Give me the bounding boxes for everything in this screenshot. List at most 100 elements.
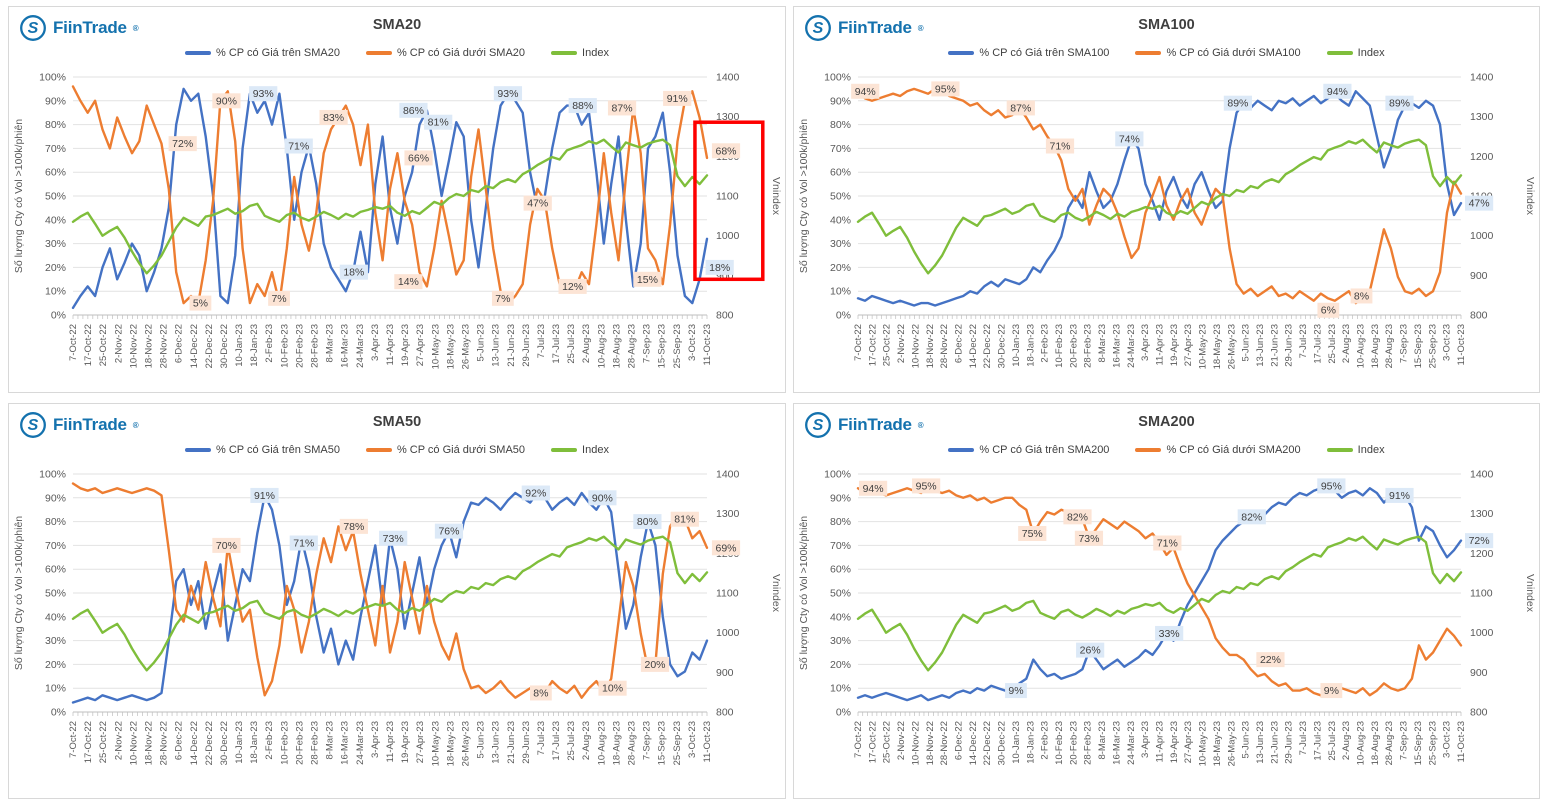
svg-text:10-Nov-22: 10-Nov-22	[910, 721, 921, 765]
svg-text:50%: 50%	[45, 588, 66, 600]
svg-text:13-Jun-23: 13-Jun-23	[491, 721, 502, 764]
svg-text:3-Oct-23: 3-Oct-23	[687, 721, 698, 758]
series-line-index	[71, 138, 709, 275]
svg-text:0%: 0%	[51, 310, 66, 322]
chart-canvas-sma50: 100% 90% 80% 70% 60% 50% 40% 30% 20% 10% 0% 1400 130…	[13, 469, 782, 767]
svg-text:13-Jun-23: 13-Jun-23	[491, 324, 502, 367]
svg-text:26-May-23: 26-May-23	[1226, 721, 1237, 766]
svg-text:15-Sep-23: 15-Sep-23	[657, 324, 668, 368]
svg-text:18-Jan-23: 18-Jan-23	[249, 324, 260, 367]
legend-label-above: % CP có Giá trên SMA50	[216, 444, 340, 456]
svg-text:86%: 86%	[403, 105, 424, 117]
brand-name: FiinTrade	[53, 415, 127, 434]
svg-text:25-Oct-22: 25-Oct-22	[882, 324, 893, 366]
svg-text:6-Dec-22: 6-Dec-22	[954, 721, 965, 760]
x-axis-date-labels: 7-Oct-22 17-Oct-22 25-Oct-22 2-Nov-22 10-Nov…	[68, 721, 713, 766]
svg-text:10-Feb-23: 10-Feb-23	[1054, 324, 1065, 368]
legend-swatch-index-icon	[1326, 448, 1353, 452]
svg-text:30%: 30%	[45, 238, 66, 250]
point-label-box	[912, 478, 941, 494]
point-label-box	[931, 81, 960, 97]
svg-text:18-Nov-22: 18-Nov-22	[925, 324, 936, 368]
right-axis-title: Vnindex	[1524, 177, 1536, 216]
svg-text:18-Jan-23: 18-Jan-23	[1025, 721, 1036, 764]
svg-text:74%: 74%	[1119, 133, 1140, 145]
svg-text:40%: 40%	[45, 611, 66, 623]
svg-text:91%: 91%	[667, 93, 688, 105]
point-label-box	[529, 685, 552, 701]
svg-text:2-Feb-23: 2-Feb-23	[264, 721, 275, 760]
legend-swatch-below-icon	[1135, 448, 1162, 452]
fiintrade-logo: S FiinTrade ®	[804, 411, 924, 439]
point-label-box	[1464, 533, 1494, 549]
point-label-box	[1256, 652, 1285, 668]
point-label-box	[404, 150, 433, 166]
svg-text:24-Mar-23: 24-Mar-23	[355, 721, 366, 765]
svg-text:70%: 70%	[216, 540, 237, 552]
point-label-box	[339, 518, 368, 534]
point-label-box	[1155, 625, 1184, 641]
svg-text:10%: 10%	[45, 286, 66, 298]
svg-text:10-Aug-23: 10-Aug-23	[1356, 324, 1367, 368]
svg-text:10-Feb-23: 10-Feb-23	[279, 324, 290, 368]
legend-label-index: Index	[582, 47, 609, 59]
svg-text:7%: 7%	[271, 293, 286, 305]
svg-text:30%: 30%	[45, 635, 66, 647]
svg-text:17-Oct-22: 17-Oct-22	[83, 721, 94, 763]
brand-name: FiinTrade	[838, 18, 912, 37]
svg-text:14%: 14%	[398, 276, 419, 288]
axis-tick-labels: 100% 90% 80% 70% 60% 50% 40% 30% 20% 10% 0% 1400 130…	[39, 72, 739, 322]
legend-swatch-index-icon	[551, 448, 578, 452]
svg-text:26%: 26%	[1080, 645, 1101, 657]
chart-title-sma50: SMA50	[372, 414, 422, 430]
point-label-box	[189, 295, 212, 311]
point-label-box	[319, 109, 348, 125]
point-label-box	[598, 680, 627, 696]
legend-item-below: % CP có Giá dưới SMA100	[1135, 47, 1301, 59]
svg-text:14-Dec-22: 14-Dec-22	[968, 721, 979, 765]
svg-text:8-Mar-23: 8-Mar-23	[325, 324, 336, 363]
axis-tick-labels: 100% 90% 80% 70% 60% 50% 40% 30% 20% 10% 0% 1400 130…	[824, 72, 1493, 322]
svg-text:78%: 78%	[343, 521, 364, 533]
svg-text:47%: 47%	[1469, 198, 1490, 210]
point-label-box	[670, 511, 699, 527]
svg-text:S: S	[813, 417, 824, 434]
svg-text:19-Apr-23: 19-Apr-23	[400, 324, 411, 366]
point-label-box	[250, 487, 279, 503]
svg-text:11-Oct-23: 11-Oct-23	[1456, 324, 1467, 366]
svg-text:10-Jan-23: 10-Jan-23	[1011, 721, 1022, 764]
svg-text:10%: 10%	[830, 683, 851, 695]
point-label-box	[588, 490, 617, 506]
gridlines	[858, 473, 1461, 713]
svg-text:28-Aug-23: 28-Aug-23	[1384, 324, 1395, 368]
svg-text:81%: 81%	[428, 117, 449, 129]
right-axis-title: Vnindex	[770, 574, 782, 613]
svg-text:95%: 95%	[1321, 480, 1342, 492]
legend-item-index: Index	[551, 47, 609, 59]
svg-text:10%: 10%	[830, 286, 851, 298]
svg-text:19-Apr-23: 19-Apr-23	[400, 721, 411, 763]
point-label-box	[249, 86, 278, 102]
svg-text:25-Jul-23: 25-Jul-23	[566, 324, 577, 364]
svg-text:80%: 80%	[45, 516, 66, 528]
axis-tick-labels: 100% 90% 80% 70% 60% 50% 40% 30% 20% 10% 0% 1400 130…	[824, 469, 1493, 719]
point-label-box	[521, 485, 550, 501]
svg-text:17-Jul-23: 17-Jul-23	[551, 324, 562, 364]
svg-text:15-Sep-23: 15-Sep-23	[657, 721, 668, 765]
svg-text:2-Feb-23: 2-Feb-23	[264, 324, 275, 363]
svg-text:21-Jun-23: 21-Jun-23	[506, 324, 517, 367]
svg-text:2-Aug-23: 2-Aug-23	[581, 721, 592, 760]
svg-text:28-Nov-22: 28-Nov-22	[159, 324, 170, 368]
svg-text:S: S	[28, 20, 39, 37]
point-label-box	[1323, 83, 1352, 99]
svg-text:20%: 20%	[830, 659, 851, 671]
svg-text:71%: 71%	[288, 141, 309, 153]
point-label-box	[1385, 95, 1414, 111]
svg-text:27-Apr-23: 27-Apr-23	[1183, 324, 1194, 366]
svg-text:95%: 95%	[935, 83, 956, 95]
legend-label-above: % CP có Giá trên SMA100	[979, 47, 1110, 59]
svg-text:100%: 100%	[39, 469, 66, 481]
series-line-below	[856, 484, 1463, 697]
legend-swatch-below-icon	[365, 448, 392, 452]
svg-text:47%: 47%	[527, 198, 548, 210]
